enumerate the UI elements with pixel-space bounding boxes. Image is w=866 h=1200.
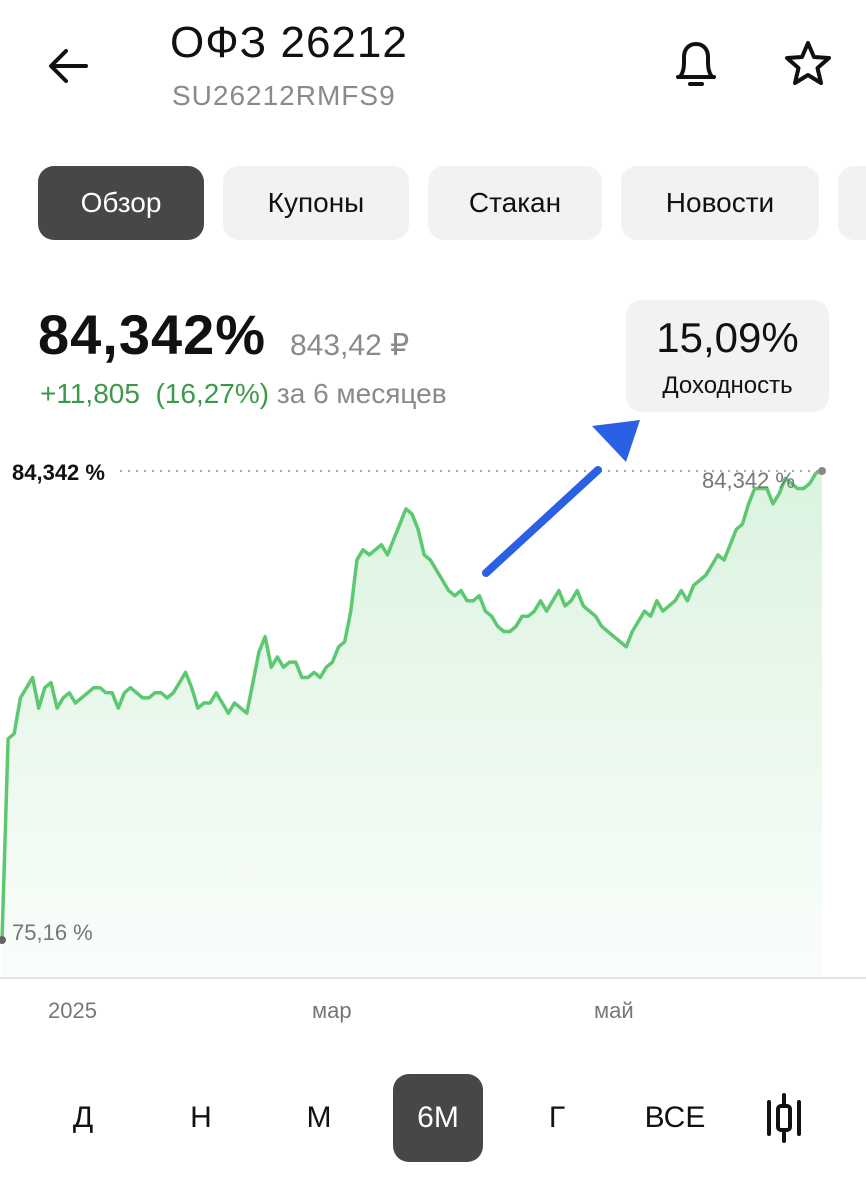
candlestick-icon	[767, 1093, 801, 1143]
max-label: 84,342 %	[12, 460, 105, 485]
change-percent: (16,27%)	[155, 378, 270, 409]
tab-more-partial[interactable]	[838, 166, 866, 240]
period-month[interactable]: М	[306, 1101, 332, 1134]
price-rub: 843,42 ₽	[290, 329, 410, 362]
back-button[interactable]	[40, 38, 96, 94]
tab-coupons[interactable]: Купоны	[223, 166, 409, 240]
chart-type-button[interactable]	[752, 1080, 816, 1156]
last-value-label: 84,342 %	[702, 468, 795, 493]
yield-value: 15,09%	[656, 314, 799, 361]
period-year[interactable]: Г	[548, 1101, 566, 1134]
tab-news[interactable]: Новости	[621, 166, 819, 240]
period-all[interactable]: ВСЕ	[644, 1101, 706, 1134]
annotation-arrow-head	[592, 420, 640, 462]
favorite-button[interactable]	[776, 32, 840, 96]
min-point-marker	[0, 936, 6, 944]
min-label: 75,16 %	[12, 920, 93, 945]
change-absolute: +11,805	[40, 378, 140, 409]
yield-label: Доходность	[662, 372, 793, 399]
star-icon	[785, 41, 831, 85]
change-period: за 6 месяцев	[276, 378, 447, 409]
last-point-marker	[818, 467, 826, 475]
x-tick-label: май	[594, 998, 634, 1023]
price-change: +11,805 (16,27%) за 6 месяцев	[40, 378, 447, 410]
chart-area	[2, 471, 822, 978]
period-6-months[interactable]: 6М	[393, 1074, 483, 1162]
price-chart[interactable]: 84,342 % 84,342 % 75,16 % 2025 мар май	[0, 420, 866, 1040]
tab-order-book[interactable]: Стакан	[428, 166, 602, 240]
yield-card[interactable]: 15,09% Доходность	[626, 300, 829, 412]
price-percent: 84,342%	[38, 303, 267, 366]
x-tick-label: 2025	[48, 998, 97, 1023]
arrow-left-icon	[49, 49, 88, 83]
period-week[interactable]: Н	[190, 1101, 212, 1134]
annotation-arrow	[482, 466, 602, 577]
bell-icon	[676, 42, 716, 86]
notifications-button[interactable]	[664, 32, 728, 96]
isin-code: SU26212RMFS9	[172, 80, 396, 111]
page-title: ОФЗ 26212	[170, 18, 408, 67]
chart-line	[0, 469, 823, 941]
tab-overview[interactable]: Обзор	[38, 166, 204, 240]
x-tick-label: мар	[312, 998, 352, 1023]
period-day[interactable]: Д	[72, 1101, 94, 1134]
